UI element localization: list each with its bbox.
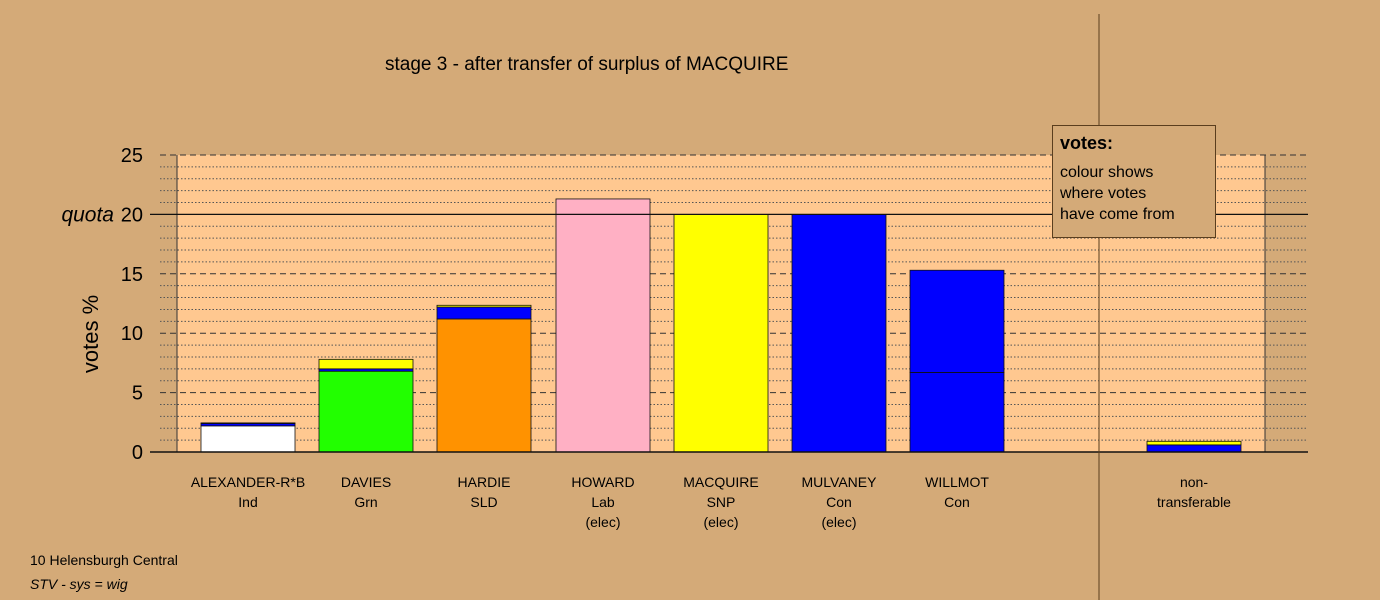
x-tick-label: non-transferable — [1157, 474, 1231, 510]
x-tick-label-line: Con — [826, 494, 852, 510]
y-tick-label: 25 — [121, 145, 143, 167]
x-tick-label-line: ALEXANDER-R*B — [191, 474, 305, 490]
x-tick-label-line: Ind — [238, 494, 257, 510]
y-tick-label: 0 — [132, 442, 143, 464]
x-tick-label-line: DAVIES — [341, 474, 391, 490]
bar-segment — [436, 304, 532, 308]
x-tick-label-line: WILLMOT — [925, 474, 989, 490]
x-tick-label-line: Lab — [591, 494, 615, 510]
x-tick-label: MULVANEY Con (elec) — [802, 474, 878, 530]
y-tick-label: 15 — [121, 264, 143, 286]
x-tick-label-line: transferable — [1157, 494, 1231, 510]
y-axis-label: votes % — [78, 295, 103, 373]
x-tick-label: MACQUIRE SNP (elec) — [683, 474, 758, 530]
bar-segment — [673, 213, 769, 453]
bar-segment — [1146, 444, 1242, 453]
y-tick-label: 10 — [121, 323, 143, 345]
x-tick-label: WILLMOT Con — [925, 474, 989, 510]
x-tick-label-line: Con — [944, 494, 970, 510]
bar-segment — [909, 269, 1005, 373]
x-tick-label-line: SLD — [470, 494, 497, 510]
footer-system: STV - sys = wig — [30, 576, 128, 592]
legend-title: votes: — [1060, 133, 1114, 153]
bar-segment — [200, 422, 296, 424]
bar-segment — [200, 425, 296, 453]
bar-segment — [318, 370, 414, 453]
legend-line: have come from — [1060, 206, 1175, 223]
bar-segment — [1146, 440, 1242, 446]
legend-box: votes: colour shows where votes have com… — [1052, 125, 1216, 238]
legend-line: where votes — [1060, 185, 1147, 202]
x-tick-label: ALEXANDER-R*B Ind — [191, 474, 305, 510]
bar-segment — [909, 372, 1005, 453]
quota-label: quota — [61, 203, 114, 226]
x-tick-label: HARDIE SLD — [458, 474, 511, 510]
x-labels: ALEXANDER-R*B Ind DAVIES Grn HARDIE SLD HOWARD… — [191, 474, 1231, 530]
x-tick-label-line: HOWARD — [571, 474, 634, 490]
y-tick-label: 20 — [121, 204, 143, 226]
x-tick-label-line: (elec) — [585, 514, 620, 530]
bar-segment — [791, 213, 887, 453]
x-tick-label-line: MULVANEY — [802, 474, 878, 490]
legend-line: colour shows — [1060, 164, 1154, 181]
x-tick-label-line: non- — [1180, 474, 1208, 490]
y-ticks: 0 5 10 15 20 25 quota votes % — [61, 145, 143, 464]
x-tick-label-line: (elec) — [703, 514, 738, 530]
bar-segment — [318, 358, 414, 370]
x-tick-label-line: MACQUIRE — [683, 474, 758, 490]
y-tick-label: 5 — [132, 383, 143, 405]
x-tick-label-line: (elec) — [821, 514, 856, 530]
x-tick-label: HOWARD Lab (elec) — [571, 474, 634, 530]
x-tick-label-line: HARDIE — [458, 474, 511, 490]
bar-segment — [436, 306, 532, 320]
x-tick-label-line: SNP — [707, 494, 736, 510]
footer-constituency: 10 Helensburgh Central — [30, 552, 178, 568]
x-tick-label: DAVIES Grn — [341, 474, 391, 510]
bars — [200, 198, 1242, 453]
chart-title: stage 3 - after transfer of surplus of M… — [385, 54, 789, 75]
bar-segment — [555, 198, 651, 453]
x-tick-label-line: Grn — [354, 494, 377, 510]
bar-segment — [436, 318, 532, 453]
